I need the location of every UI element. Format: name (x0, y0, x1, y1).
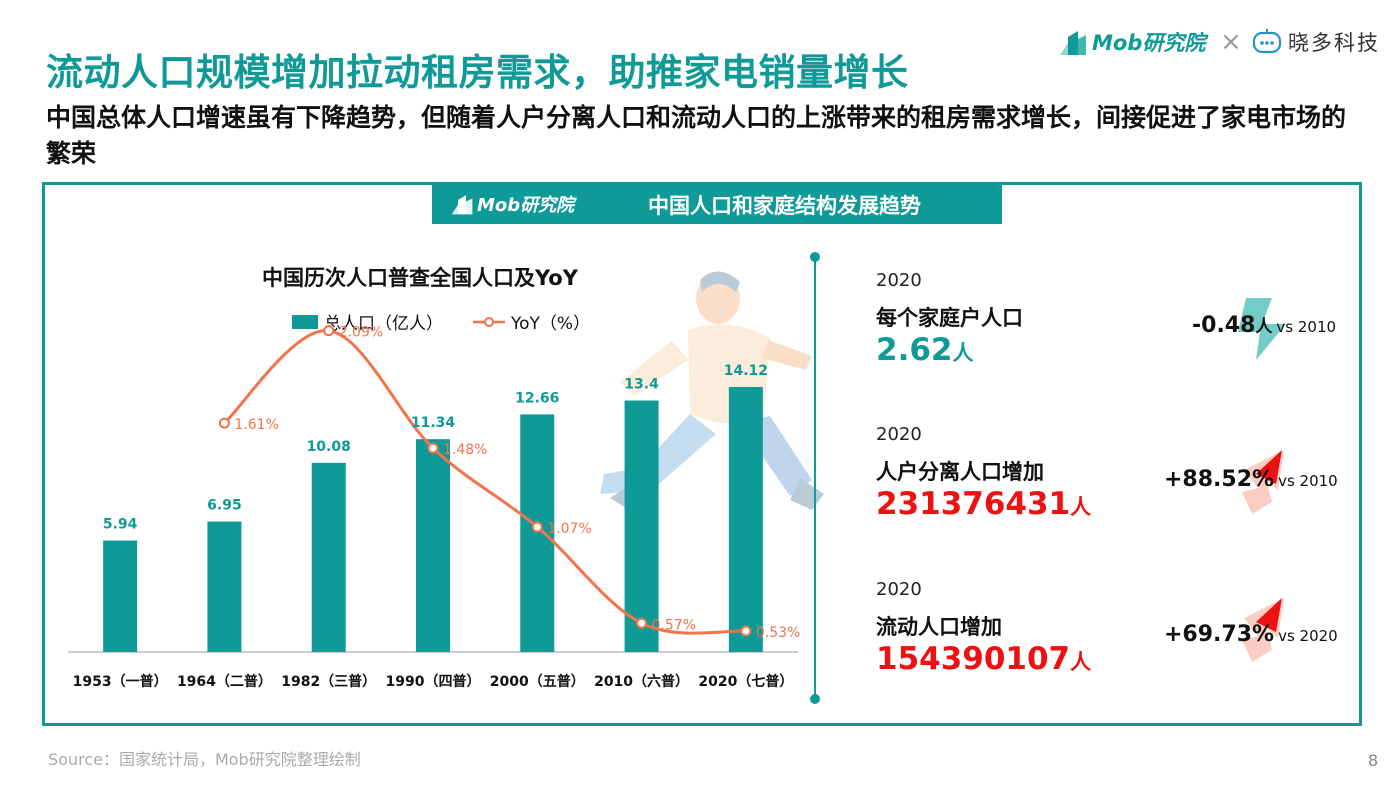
divider-bottom-dot (810, 694, 820, 704)
chart-legend: 总人口（亿人） YoY（%） (292, 309, 590, 334)
bar-6 (728, 387, 763, 652)
stat-label: 每个家庭户人口 (876, 306, 1023, 330)
mob-brand: Mob研究院 (1058, 24, 1205, 60)
bar-3 (416, 439, 450, 652)
x-tick-label: 1982（三普） (281, 673, 376, 690)
banner-mob-icon (451, 195, 473, 215)
page-subtitle: 中国总体人口增速虽有下降趋势，但随着人户分离人口和流动人口的上涨带来的租房需求增… (46, 103, 1347, 168)
xiaoduo-brand: 晓多科技 (1252, 24, 1380, 60)
stat-value-number: 231376431 (876, 486, 1071, 522)
yoy-point (218, 417, 230, 429)
stat-label: 流动人口增加 (876, 615, 1002, 639)
yoy-value-label: 2.09% (339, 325, 383, 341)
bar-5 (624, 400, 659, 652)
stat-vs: vs 2010 (1276, 318, 1337, 336)
yoy-line-series (218, 325, 752, 637)
stat-change: -0.48人 vs 2010 (1192, 312, 1336, 338)
x-tick-label: 1990（四普） (386, 673, 481, 690)
stat-vs: vs 2010 (1278, 472, 1338, 490)
stat-value-unit: 人 (952, 341, 974, 365)
bar-value-label: 13.4 (624, 377, 659, 393)
bar-value-label: 11.34 (411, 415, 456, 431)
stat-change: +88.52% vs 2010 (1164, 467, 1338, 492)
page-title: 流动人口规模增加拉动租房需求，助推家电销量增长 (46, 51, 909, 94)
chart-title: 中国历次人口普查全国人口及YoY (262, 266, 578, 290)
stat-value-unit: 人 (1070, 650, 1092, 674)
yoy-value-label: 0.57% (652, 617, 696, 633)
bar-0 (103, 540, 138, 652)
divider-top-dot (810, 252, 820, 262)
legend-bar-label: 总人口（亿人） (324, 314, 443, 334)
bar-1 (207, 521, 242, 652)
source-note: Source：国家统计局，Mob研究院整理绘制 (48, 750, 361, 769)
chart-labels: 5.94 1953（一普） 6.95 1964（二普） 10.08 1982（三普） 11.… (73, 325, 801, 690)
yoy-point (740, 625, 752, 637)
banner-title: 中国人口和家庭结构发展趋势 (648, 194, 921, 218)
panel-divider (814, 256, 816, 698)
x-tick-label: 2010（六普） (594, 673, 689, 690)
stat-change: +69.73% vs 2020 (1164, 622, 1338, 647)
stat-label: 人户分离人口增加 (876, 460, 1044, 484)
stat-vs: vs 2020 (1278, 627, 1338, 645)
xiaoduo-logo-icon (1252, 29, 1282, 54)
bar-value-label: 14.12 (724, 363, 768, 379)
mob-brand-text: Mob研究院 (1092, 31, 1206, 55)
arrow-up-icon (1242, 598, 1284, 662)
page-number: 8 (1368, 751, 1379, 770)
mob-logo-icon (1060, 31, 1086, 55)
bar-2 (311, 462, 346, 652)
stat-change-number: +69.73% (1164, 622, 1275, 647)
stat-value-number: 2.62 (876, 332, 953, 368)
bar-value-label: 5.94 (103, 517, 138, 533)
arrow-up-icon (1242, 450, 1284, 514)
yoy-value-label: 0.53% (756, 625, 800, 641)
stat-value: 2.62人 (876, 332, 974, 368)
x-tick-label: 1953（一普） (73, 673, 168, 690)
yoy-line (223, 329, 746, 635)
yoy-point (323, 325, 335, 337)
stat-value-unit: 人 (1070, 495, 1092, 519)
legend-bar-swatch (292, 314, 318, 329)
stat-value: 154390107人 (876, 641, 1091, 677)
xiaoduo-brand-text: 晓多科技 (1288, 31, 1380, 55)
legend-line-label: YoY（%） (511, 314, 591, 334)
stat-change-number: +88.52% (1164, 467, 1275, 492)
bar-value-label: 10.08 (307, 439, 351, 455)
brand-separator: × (1220, 27, 1242, 57)
stat-value-number: 154390107 (876, 641, 1071, 677)
yoy-value-label: 1.61% (234, 417, 278, 433)
stat-year: 2020 (876, 424, 922, 445)
banner-logo-text: Mob研究院 (477, 195, 575, 216)
bar-value-label: 12.66 (515, 390, 559, 406)
arrow-down-icon (1238, 298, 1286, 360)
stat-change-unit: 人 (1255, 317, 1273, 337)
x-tick-label: 2000（五普） (490, 673, 585, 690)
section-banner: Mob研究院 中国人口和家庭结构发展趋势 (432, 183, 1002, 224)
stat-change-number: -0.48 (1192, 313, 1256, 338)
legend-line-swatch (473, 316, 505, 327)
yoy-point (427, 442, 439, 454)
bar-4 (520, 414, 555, 652)
yoy-value-label: 1.48% (443, 442, 487, 458)
bar-value-label: 6.95 (207, 498, 242, 514)
stat-year: 2020 (876, 579, 922, 600)
yoy-point (636, 617, 648, 629)
yoy-value-label: 1.07% (547, 521, 591, 537)
banner-logo: Mob研究院 (450, 191, 574, 217)
chart-bars (103, 387, 763, 652)
yoy-point (531, 521, 543, 533)
x-tick-label: 2020（七普） (698, 673, 793, 690)
x-tick-label: 1964（二普） (177, 673, 272, 690)
stat-year: 2020 (876, 270, 922, 291)
stat-value: 231376431人 (876, 486, 1091, 522)
